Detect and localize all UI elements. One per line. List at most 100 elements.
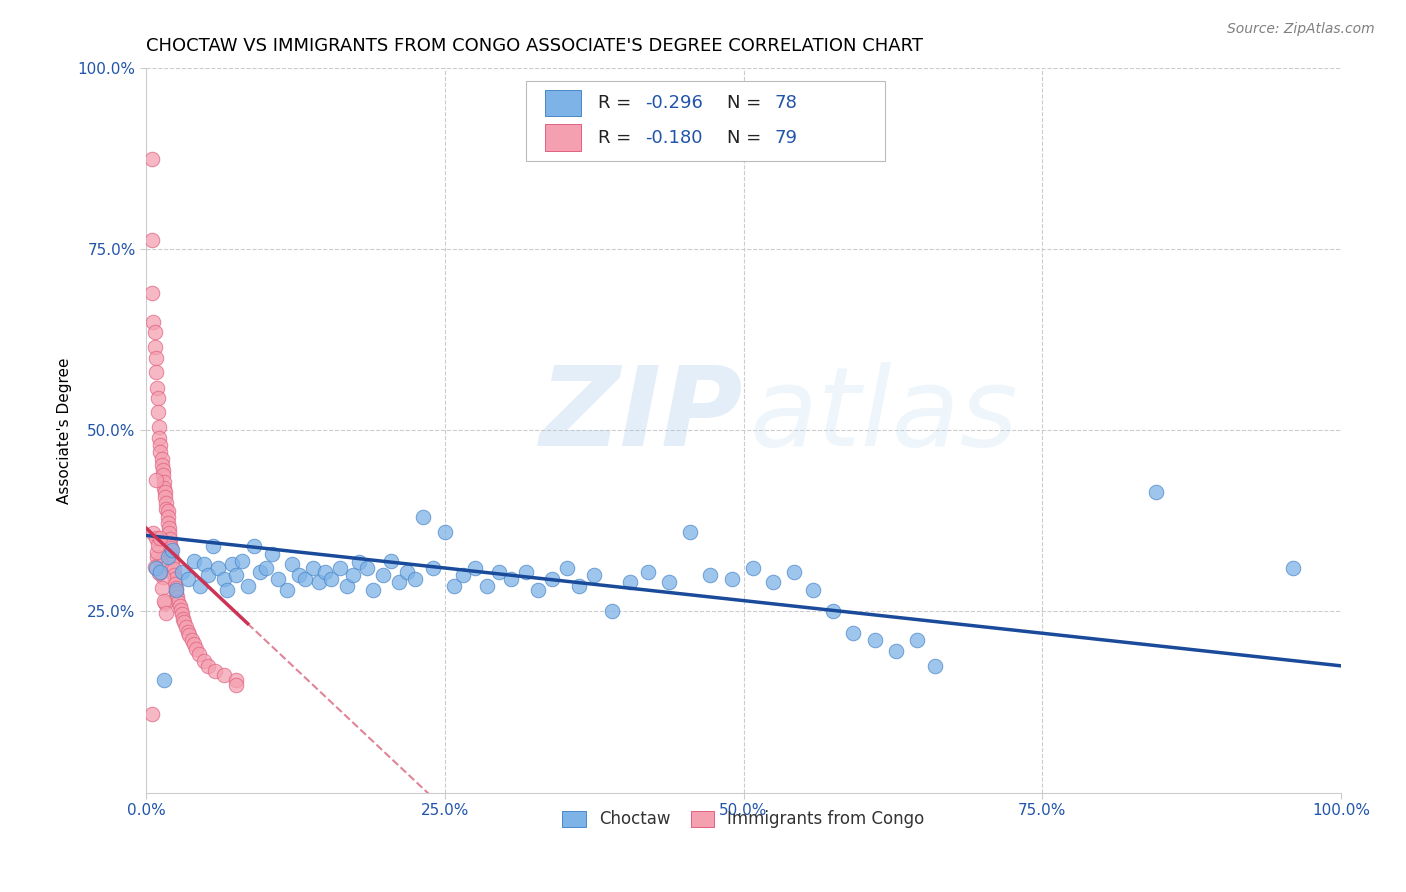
Point (555, 561, 578, 575)
Point (527, 582, 550, 597)
Point (742, 561, 765, 575)
Point (153, 673, 176, 688)
Point (371, 568, 394, 582)
Text: 79: 79 (775, 128, 797, 146)
Point (162, 558, 184, 572)
Point (141, 707, 163, 722)
Point (149, 554, 172, 568)
Point (167, 595, 190, 609)
Point (152, 570, 174, 584)
Point (156, 510, 179, 524)
Point (266, 572, 288, 586)
Point (583, 568, 606, 582)
Point (202, 539, 225, 553)
Point (148, 419, 170, 434)
Point (149, 565, 172, 579)
Point (342, 568, 364, 582)
Point (249, 565, 271, 579)
Point (149, 531, 172, 545)
Point (207, 561, 229, 575)
FancyBboxPatch shape (526, 81, 884, 161)
Point (155, 484, 177, 499)
Text: CHOCTAW VS IMMIGRANTS FROM CONGO ASSOCIATE'S DEGREE CORRELATION CHART: CHOCTAW VS IMMIGRANTS FROM CONGO ASSOCIA… (146, 37, 924, 55)
Point (149, 438, 172, 452)
Point (281, 558, 304, 572)
Text: R =: R = (598, 94, 637, 112)
Point (177, 572, 200, 586)
Point (433, 524, 456, 539)
Point (225, 568, 247, 582)
Point (329, 561, 352, 575)
Point (141, 285, 163, 300)
Point (160, 541, 183, 555)
Point (568, 579, 591, 593)
Point (443, 579, 465, 593)
Point (170, 565, 193, 579)
Point (172, 612, 194, 626)
Point (152, 468, 174, 483)
Point (145, 561, 167, 575)
Point (221, 558, 243, 572)
Point (412, 510, 434, 524)
Point (924, 658, 946, 673)
Point (159, 532, 181, 546)
Point (356, 561, 378, 575)
Point (141, 152, 163, 166)
Point (146, 545, 169, 559)
Point (148, 566, 170, 580)
Point (155, 490, 177, 504)
Point (204, 664, 226, 678)
Point (905, 633, 928, 648)
Point (488, 565, 510, 579)
Point (150, 458, 173, 472)
Point (153, 593, 176, 607)
Point (149, 445, 172, 459)
Point (166, 590, 188, 604)
Point (155, 501, 177, 516)
Point (165, 582, 187, 597)
Point (212, 572, 235, 586)
Point (162, 542, 184, 557)
Point (142, 315, 165, 329)
Point (173, 615, 195, 630)
Point (146, 532, 169, 546)
Point (188, 579, 211, 593)
Point (451, 568, 474, 582)
Point (146, 405, 169, 419)
Point (142, 526, 165, 541)
Point (336, 579, 359, 593)
Point (197, 568, 219, 582)
Point (157, 521, 180, 535)
Point (163, 572, 186, 586)
Point (145, 365, 167, 379)
Point (179, 628, 201, 642)
Point (150, 452, 173, 467)
Point (146, 391, 169, 405)
Point (145, 351, 167, 365)
Point (236, 579, 259, 593)
Point (162, 562, 184, 576)
Point (380, 554, 402, 568)
Point (162, 552, 184, 566)
Point (314, 565, 336, 579)
Point (156, 516, 179, 530)
Point (162, 568, 184, 582)
Y-axis label: Associate's Degree: Associate's Degree (58, 357, 72, 504)
Point (783, 565, 806, 579)
Point (842, 626, 865, 640)
Point (183, 637, 205, 651)
Point (152, 463, 174, 477)
Point (499, 572, 522, 586)
Point (160, 548, 183, 562)
Point (254, 561, 277, 575)
Point (302, 561, 325, 575)
Point (155, 596, 177, 610)
Point (658, 575, 681, 590)
Point (699, 568, 721, 582)
Point (165, 582, 187, 596)
Point (183, 554, 205, 568)
FancyBboxPatch shape (546, 125, 581, 151)
Point (143, 340, 166, 354)
Point (388, 575, 411, 590)
Point (148, 431, 170, 445)
